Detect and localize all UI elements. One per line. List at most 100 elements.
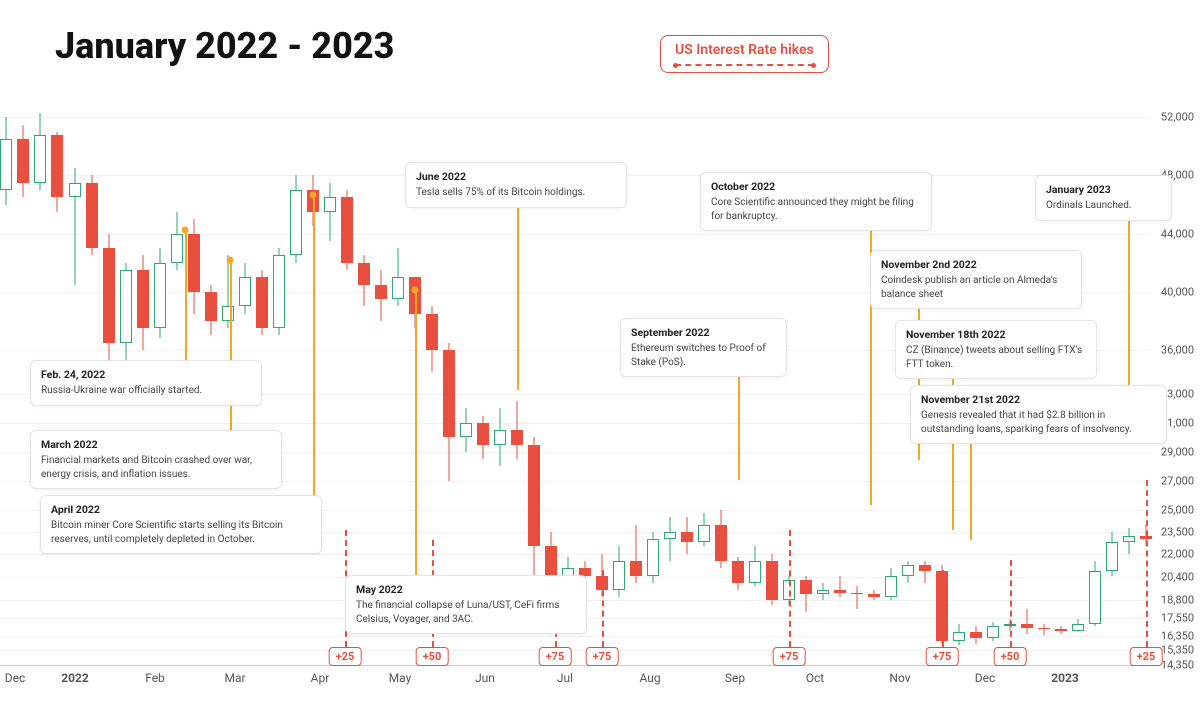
- x-axis-label: Sep: [725, 671, 745, 685]
- event-annotation: April 2022 Bitcoin miner Core Scientific …: [40, 495, 322, 554]
- annotation-connector: [230, 260, 232, 455]
- rate-hike-value: +75: [773, 647, 806, 666]
- x-axis-label: Nov: [889, 671, 910, 685]
- rate-hike-line: [942, 570, 944, 647]
- candle: [749, 546, 761, 585]
- x-axis-label: Apr: [311, 671, 330, 685]
- annotation-title: November 18th 2022: [906, 328, 1086, 342]
- legend-rate-hikes: US Interest Rate hikes: [660, 35, 829, 73]
- annotation-dot: [310, 192, 317, 199]
- event-annotation: June 2022Tesla sells 75% of its Bitcoin …: [405, 162, 627, 208]
- x-axis-label: Dec: [975, 671, 996, 685]
- candle: [834, 576, 846, 598]
- annotation-title: April 2022: [51, 503, 311, 517]
- event-annotation: November 18th 2022CZ (Binance) tweets ab…: [895, 320, 1097, 379]
- rate-hike-line: [602, 570, 604, 647]
- legend-rate-line: [675, 64, 814, 66]
- event-annotation: March 2022Financial markets and Bitcoin …: [30, 430, 282, 489]
- x-axis-label: 2022: [61, 671, 89, 685]
- annotation-title: November 2nd 2022: [881, 258, 1071, 272]
- x-axis-line: [0, 665, 1150, 666]
- x-axis-label: Feb: [145, 671, 165, 685]
- y-axis-label: 15,350: [1161, 644, 1194, 657]
- rate-hike-value: +25: [1130, 647, 1163, 666]
- event-annotation: October 2022Core Scientific announced th…: [700, 172, 932, 231]
- candle: [460, 408, 472, 452]
- candle: [1072, 619, 1084, 632]
- annotation-text: Genesis revealed that it had $2.8 billio…: [921, 409, 1156, 436]
- candle: [868, 590, 880, 600]
- candle: [1055, 626, 1067, 633]
- annotation-title: November 21st 2022: [921, 393, 1156, 407]
- annotation-title: October 2022: [711, 180, 921, 194]
- x-axis-label: Jul: [557, 671, 573, 685]
- candle: [613, 546, 625, 597]
- candle: [919, 561, 931, 583]
- event-annotation: Feb. 24, 2022 Russia-Ukraine war official…: [30, 360, 262, 406]
- y-axis-label: 18,800: [1161, 594, 1194, 607]
- candle: [188, 219, 200, 314]
- x-axis-label: 2023: [1051, 671, 1079, 685]
- candle: [392, 248, 404, 306]
- event-annotation: September 2022Ethereum switches to Proof…: [620, 318, 787, 377]
- event-annotation: November 2nd 2022 Coindesk publish an art…: [870, 250, 1082, 309]
- gridline: [0, 117, 1150, 118]
- rate-hike-line: [1146, 480, 1148, 647]
- y-axis-label: 20,400: [1161, 570, 1194, 583]
- rate-hike-line: [789, 530, 791, 647]
- y-axis-label: 22,000: [1161, 547, 1194, 560]
- rate-hike-value: +50: [994, 647, 1027, 666]
- y-axis-label: 23,500: [1161, 525, 1194, 538]
- annotation-text: Coindesk publish an article on Almeda's …: [881, 274, 1071, 301]
- candle: [69, 168, 81, 284]
- candle: [426, 306, 438, 371]
- rate-hike-value: +75: [539, 647, 572, 666]
- y-axis-label: 25,000: [1161, 504, 1194, 517]
- rate-hike-value: +75: [586, 647, 619, 666]
- event-annotation: November 21st 2022 Genesis revealed that …: [910, 385, 1167, 444]
- rate-hike-line: [1010, 560, 1012, 647]
- x-axis-label: Jun: [475, 671, 495, 685]
- annotation-dot: [412, 287, 419, 294]
- candle: [851, 586, 863, 609]
- candle: [17, 125, 29, 198]
- y-axis-label: 52,000: [1161, 111, 1194, 124]
- y-axis-label: 27,000: [1161, 474, 1194, 487]
- y-axis-label: 36,000: [1161, 344, 1194, 357]
- candle: [51, 132, 63, 212]
- y-axis-label: 17,550: [1161, 612, 1194, 625]
- y-axis-label: 44,000: [1161, 227, 1194, 240]
- x-axis-label: Dec: [5, 671, 26, 685]
- annotation-title: September 2022: [631, 326, 776, 340]
- candle: [1089, 561, 1101, 626]
- annotation-text: Bitcoin miner Core Scientific starts sel…: [51, 519, 311, 546]
- annotation-title: May 2022: [356, 583, 576, 597]
- candle: [171, 212, 183, 270]
- candle: [1106, 532, 1118, 576]
- candle: [681, 517, 693, 553]
- candle: [0, 117, 12, 204]
- candle: [698, 513, 710, 546]
- y-axis-label: 29,000: [1161, 445, 1194, 458]
- candle: [817, 583, 829, 600]
- candle: [341, 190, 353, 270]
- event-annotation: January 2023Ordinals Launched.: [1035, 175, 1172, 221]
- candle: [290, 175, 302, 262]
- annotation-title: Feb. 24, 2022: [41, 368, 251, 382]
- candle: [273, 248, 285, 335]
- candle: [511, 401, 523, 459]
- x-axis-label: Mar: [224, 671, 245, 685]
- x-axis-label: Oct: [806, 671, 824, 685]
- candle: [1038, 624, 1050, 636]
- candle: [970, 626, 982, 643]
- annotation-text: Russia-Ukraine war officially started.: [41, 384, 251, 398]
- annotation-text: Financial markets and Bitcoin crashed ov…: [41, 454, 271, 481]
- candle: [222, 255, 234, 328]
- candle: [239, 263, 251, 314]
- candle: [494, 408, 506, 466]
- candle: [86, 175, 98, 255]
- annotation-text: Ordinals Launched.: [1046, 199, 1161, 213]
- candlestick-chart: 52,00048,00044,00040,00036,00033,00031,0…: [0, 110, 1200, 685]
- x-axis-label: Aug: [639, 671, 660, 685]
- rate-hike-value: +75: [926, 647, 959, 666]
